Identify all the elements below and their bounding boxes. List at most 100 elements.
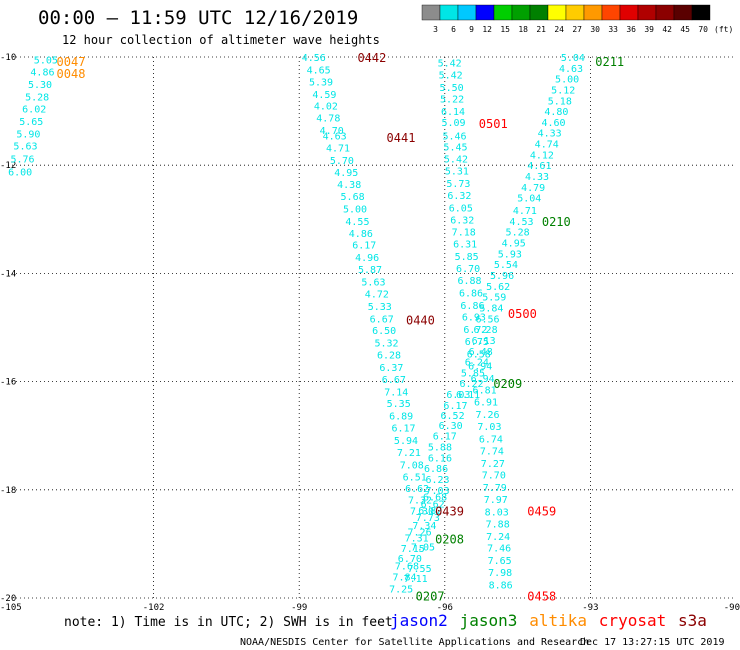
colorbar-swatch [511, 4, 531, 21]
wave-height-value: 5.09 [441, 118, 465, 129]
wave-height-value: 4.63 [559, 64, 583, 75]
wave-height-value: 7.26 [475, 410, 499, 421]
x-tick-label: -99 [291, 603, 307, 613]
legend-entry-jason2: jason2 [390, 611, 448, 630]
wave-height-value: 6.86 [460, 301, 484, 312]
wave-height-value: 5.04 [561, 53, 585, 64]
colorbar-label: 70 [698, 25, 708, 34]
wave-height-value: 6.17 [391, 424, 415, 435]
wave-height-value: 6.32 [450, 215, 474, 226]
wave-height-value: 5.46 [442, 131, 466, 142]
wave-height-value: 4.96 [355, 253, 379, 264]
wave-height-value: 7.30 [410, 506, 434, 517]
wave-height-value: 5.50 [440, 83, 464, 94]
wave-height-value: 6.56 [475, 314, 499, 325]
wave-height-value: 5.04 [517, 194, 541, 205]
wave-height-value: 6.67 [382, 375, 406, 386]
units-note: note: 1) Time is in UTC; 2) SWH is in fe… [64, 615, 393, 630]
wave-height-value: 4.12 [530, 150, 554, 161]
wave-height-value: 7.84 [392, 572, 416, 583]
wave-height-value: 6.81 [473, 386, 497, 397]
pass-time-label: 0500 [508, 307, 537, 321]
colorbar-label: 21 [536, 25, 546, 34]
wave-height-value: 6.00 [8, 168, 32, 179]
wave-height-value: 6.50 [372, 326, 396, 337]
wave-height-value: 6.13 [472, 336, 496, 347]
x-tick-label: -102 [143, 603, 165, 613]
y-tick-labels: -10 -12 -14 -16 -18 -20 [0, 53, 16, 604]
wave-height-value: 6.68 [423, 492, 447, 503]
colorbar-swatch [655, 4, 675, 21]
wave-height-value: 4.71 [326, 143, 350, 154]
wave-height-value: 4.56 [302, 53, 326, 64]
wave-height-value: 5.93 [498, 249, 522, 260]
wave-height-value: 4.02 [314, 102, 338, 113]
colorbar: 3 6 9 12 15 18 21 24 27 30 33 36 39 42 45 70 [421, 4, 711, 34]
x-tick-label: -105 [0, 603, 22, 613]
wave-height-value: 6.82 [418, 506, 442, 517]
wave-height-value: 5.33 [368, 302, 392, 313]
wave-height-value: 7.98 [488, 568, 512, 579]
colorbar-swatch [475, 4, 495, 21]
wave-height-value: 4.95 [334, 168, 358, 179]
wave-height-value: 6.74 [479, 434, 503, 445]
wave-height-value: 5.22 [440, 95, 464, 106]
wave-height-value: 6.52 [441, 411, 465, 422]
x-tick-labels: -105 -102 -99 -96 -93 -90 [0, 603, 740, 613]
pass-time-label: 0208 [435, 532, 464, 546]
wave-height-value: 5.76 [11, 155, 35, 166]
wave-height-value: 5.28 [506, 228, 530, 239]
x-tick-label: -93 [582, 603, 598, 613]
wave-height-value: 5.05 [34, 56, 58, 67]
wave-height-value: 6.31 [453, 240, 477, 251]
wave-height-value: 7.97 [484, 495, 508, 506]
wave-height-value: 6.17 [352, 241, 376, 252]
plot-area: -105 -102 -99 -96 -93 -90 -10-12-14-16-18-20 … [0, 51, 740, 613]
legend-entry-jason3: jason3 [460, 611, 518, 630]
wave-height-value: 6.70 [398, 554, 422, 565]
colorbar-swatch [601, 4, 621, 21]
y-tick-label: -20 [0, 594, 16, 604]
colorbar-label: 33 [608, 25, 618, 34]
colorbar-label: 18 [518, 25, 528, 34]
colorbar-swatch [637, 4, 657, 21]
credit-text: NOAA/NESDIS Center for Satellite Applica… [240, 637, 589, 648]
wave-height-value: 6.94 [468, 361, 492, 372]
wave-height-value: 6.28 [474, 325, 498, 336]
wave-height-value: 5.00 [555, 75, 579, 86]
wave-height-value: 6.62 [421, 499, 445, 510]
colorbar-label: 36 [626, 25, 636, 34]
wave-height-value: 5.94 [394, 436, 418, 447]
wave-height-value: 7.46 [487, 544, 511, 555]
wave-height-value: 7.11 [404, 574, 428, 585]
pass-time-label: 0501 [479, 117, 508, 131]
wave-height-value: 7.27 [481, 459, 505, 470]
colorbar-label: 24 [554, 25, 564, 34]
wave-height-value: 5.12 [551, 85, 575, 96]
wave-height-value: 6.32 [447, 191, 471, 202]
pass-time-label: 0441 [387, 131, 416, 145]
colorbar-swatch [691, 4, 711, 21]
wave-height-value: 4.70 [320, 126, 344, 137]
colorbar-swatch [547, 4, 567, 21]
wave-height-value: 5.59 [482, 293, 506, 304]
wave-height-value: 4.78 [316, 114, 340, 125]
x-tick-label: -96 [437, 603, 453, 613]
wave-height-value: 5.28 [25, 92, 49, 103]
colorbar-unit: (ft) [714, 25, 733, 34]
wave-height-value: 6.91 [474, 398, 498, 409]
wave-height-value: 6.11 [456, 390, 480, 401]
wave-height-value: 4.33 [525, 172, 549, 183]
wave-height-value: 6.93 [462, 313, 486, 324]
colorbar-swatch [493, 4, 513, 21]
colorbar-label: 39 [644, 25, 654, 34]
gridlines [8, 56, 736, 599]
wave-height-value: 5.84 [479, 303, 503, 314]
wave-height-value: 7.65 [488, 556, 512, 567]
wave-height-value: 6.88 [458, 276, 482, 287]
wave-height-value: 4.59 [312, 90, 336, 101]
pass-time-label: 0439 [435, 504, 464, 518]
wave-height-value: 6.02 [22, 104, 46, 115]
pass-time-label: 0210 [542, 215, 571, 229]
